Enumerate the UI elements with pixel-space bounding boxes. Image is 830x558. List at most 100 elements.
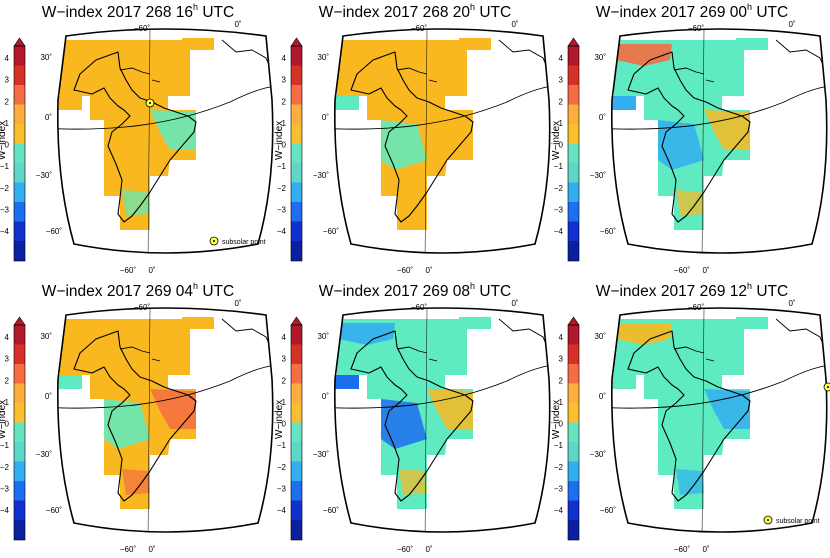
coverage-block — [335, 96, 359, 110]
map-svg: 4 3 2 1 0 −1 −2 −3 −4 −60˚ 0˚ −60˚ 0˚ 30˚ 0˚ −30˚ −60˚ — [554, 20, 828, 275]
lat-label: 30˚ — [594, 332, 606, 341]
coverage-region — [58, 317, 214, 509]
meridian-line — [147, 29, 151, 253]
map-area — [57, 29, 273, 253]
lon-label-bottom-east: 0˚ — [702, 266, 709, 275]
caribbean-islands — [396, 346, 438, 362]
colorbar-segment — [291, 364, 302, 384]
colorbar-tick-label: −4 — [554, 506, 564, 515]
colorbar-tick-label: 3 — [5, 76, 10, 85]
colorbar-segment — [291, 344, 302, 365]
lon-label-top-east: 0˚ — [511, 299, 518, 308]
colorbar-segment — [568, 364, 579, 384]
colorbar-tick-label: 0 — [559, 141, 564, 150]
colorbar-segment — [568, 461, 579, 482]
lat-label: 0˚ — [599, 113, 606, 122]
colorbar-segment — [291, 383, 302, 404]
map-panel: W−index 2017 269 00h UTC W−index 4 3 2 1 0 −1 −2… — [551, 0, 830, 279]
caribbean-islands — [396, 67, 438, 83]
map-area — [611, 29, 827, 253]
lat-label: 30˚ — [317, 53, 329, 62]
terminator-line — [611, 362, 827, 409]
colorbar-segment — [14, 143, 25, 164]
colorbar-segment — [14, 124, 25, 144]
continent-outline — [350, 51, 474, 223]
colorbar-segment — [14, 65, 25, 86]
meridian-line — [701, 29, 705, 253]
colorbar-segment — [291, 85, 302, 105]
colorbar-tick-label: 3 — [5, 355, 10, 364]
colorbar-segment — [291, 182, 302, 203]
colorbar-segment — [291, 104, 302, 125]
field-patch — [150, 110, 196, 150]
field-patch — [676, 190, 704, 216]
terminator-line — [334, 362, 550, 409]
colorbar-tick-label: −1 — [554, 441, 564, 450]
colorbar-segment — [14, 182, 25, 203]
field-patch — [381, 120, 427, 170]
panel-title-suffix: UTC — [475, 4, 512, 21]
lat-label: 0˚ — [322, 113, 329, 122]
lon-label-top-west: −60˚ — [134, 303, 151, 312]
lat-label: −60˚ — [323, 227, 340, 236]
map-panel: W−index 2017 268 20h UTC W−index 4 3 2 1 0 −1 −2… — [274, 0, 553, 279]
colorbar-tick-label: −3 — [277, 485, 287, 494]
colorbar-segment — [568, 65, 579, 86]
colorbar-segment — [14, 85, 25, 105]
colorbar-segment — [14, 325, 25, 345]
colorbar-tick-label: −2 — [554, 463, 564, 472]
map-frame — [334, 307, 551, 533]
colorbar-tick-label: 4 — [5, 333, 10, 342]
terminator-line — [611, 83, 827, 130]
colorbar-tick-label: 0 — [559, 420, 564, 429]
colorbar-tick-label: 2 — [5, 376, 10, 385]
colorbar-segment — [14, 364, 25, 384]
colorbar-segment — [14, 46, 25, 66]
colorbar-segment — [568, 143, 579, 164]
panel-title-suffix: UTC — [752, 283, 789, 300]
lon-label-bottom-west: −60˚ — [397, 545, 414, 554]
lon-label-bottom-east: 0˚ — [148, 266, 155, 275]
continent-outline — [350, 330, 474, 502]
colorbar-segment — [568, 520, 579, 540]
lat-label: −30˚ — [590, 450, 607, 459]
map-area — [611, 308, 827, 532]
colorbar-tick-label: 2 — [559, 376, 564, 385]
colorbar-tick-label: 0 — [282, 141, 287, 150]
continent-outline — [627, 51, 751, 223]
coverage-block — [459, 38, 491, 50]
panel-title: W−index 2017 268 20h UTC — [277, 2, 553, 22]
subsolar-point-center — [827, 386, 829, 388]
lat-label: −30˚ — [36, 450, 53, 459]
panel-title: W−index 2017 269 00h UTC — [554, 2, 830, 22]
coverage-block — [612, 375, 636, 389]
field-patch — [122, 469, 150, 495]
panel-title-text: W−index 2017 269 12 — [595, 283, 748, 300]
field-patch — [658, 120, 704, 170]
lon-label-bottom-east: 0˚ — [425, 266, 432, 275]
coverage-region — [612, 317, 768, 509]
continent-outline — [73, 330, 197, 502]
lat-label: 0˚ — [45, 113, 52, 122]
lon-label-top-east: 0˚ — [788, 20, 795, 29]
colorbar-segment — [291, 500, 302, 521]
colorbar-tick-label: −1 — [277, 162, 287, 171]
map-frame — [334, 28, 551, 254]
panel-title: W−index 2017 268 16h UTC — [0, 2, 276, 22]
coverage-block — [58, 96, 82, 110]
colorbar-segment — [568, 104, 579, 125]
lon-label-top-west: −60˚ — [688, 303, 705, 312]
colorbar-tick-label: −2 — [277, 184, 287, 193]
lat-label: 0˚ — [322, 392, 329, 401]
colorbar-segment — [291, 461, 302, 482]
colorbar-segment — [291, 325, 302, 345]
map-panel: W−index 2017 269 12h UTC W−index 4 3 2 1 0 −1 −2… — [551, 279, 830, 558]
field-patch — [614, 323, 672, 345]
colorbar: 4 3 2 1 0 −1 −2 −3 −4 — [277, 37, 303, 262]
colorbar-segment — [568, 202, 579, 222]
field-patch — [104, 120, 150, 170]
colorbar-tick-label: 4 — [282, 333, 287, 342]
map-area — [334, 29, 550, 253]
colorbar-tick-label: −1 — [0, 162, 10, 171]
colorbar: 4 3 2 1 0 −1 −2 −3 −4 — [0, 37, 26, 262]
